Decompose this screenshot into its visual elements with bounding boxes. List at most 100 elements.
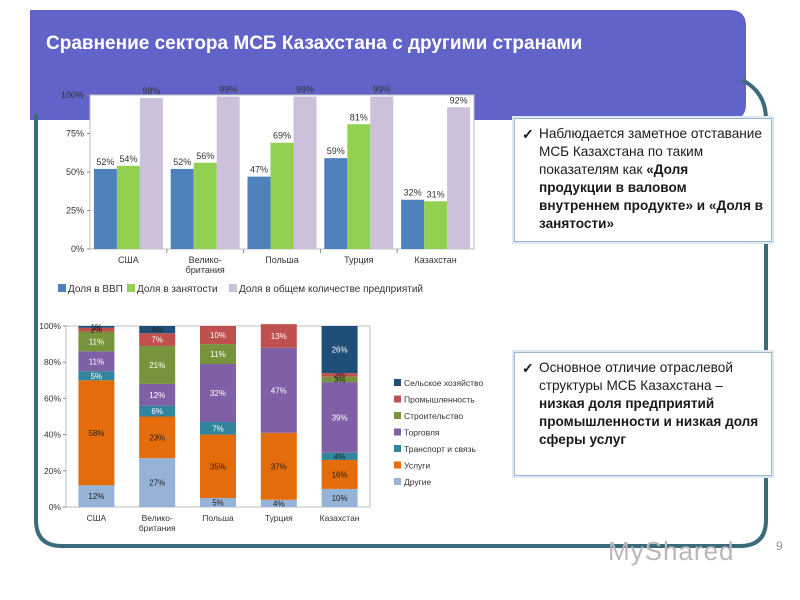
stack-segment [200,326,236,345]
stack-segment [139,458,176,507]
legend-swatch [394,461,401,469]
data-label: 11% [89,337,104,346]
legend-label: Доля в общем количестве предприятий [239,283,423,295]
data-label: 98% [142,86,160,96]
stack-segment [78,326,115,328]
y-tick-label: 25% [66,206,84,216]
data-label: 52% [173,157,191,167]
bar [116,165,140,249]
check-icon: ✓ [522,126,534,142]
data-label: 4% [151,326,163,335]
y-tick-label: 100% [39,321,61,331]
legend-label: Доля в ВВП [68,284,123,295]
data-label: 4% [334,452,346,461]
bar [247,176,271,249]
data-label: 12% [88,492,104,501]
stack-segment [260,347,297,433]
data-label: 12% [149,391,165,400]
legend-swatch [394,395,401,403]
stack-segment [321,452,358,460]
stack-segment [321,459,358,489]
bar [93,168,117,249]
bar [270,142,294,249]
stack-segment [321,376,358,383]
x-tick-label: США [118,255,139,265]
data-label: 23% [149,433,165,442]
x-tick-label: Турция [344,255,374,265]
note-box-2: ✓ Основное отличие отраслевой структуры … [514,352,772,476]
legend-label: Услуги [404,461,430,471]
data-label: 2% [91,326,103,335]
bar [293,96,317,249]
data-label: 69% [273,131,291,141]
data-label: 54% [119,154,137,164]
data-label: 21% [149,361,165,370]
legend-swatch [394,445,401,452]
data-label: 56% [196,151,214,161]
note-1-bold: «Доля продукции в валовом внутреннем про… [539,162,764,231]
stack-segment [139,345,176,384]
stack-segment [200,421,236,435]
data-label: 6% [151,407,163,416]
data-label: 16% [332,470,348,479]
legend-label: Торговля [404,428,440,438]
stack-segment [139,416,176,459]
data-label: 31% [427,189,445,199]
stack-segment [78,331,115,352]
data-label: 4% [273,499,285,508]
slide-title: Сравнение сектора МСБ Казахстана с други… [46,33,583,54]
x-tick-label: Казахстан [320,513,360,523]
legend-label: Транспорт и связь [404,444,477,454]
data-label: 52% [96,157,114,167]
note-2-text: Основное отличие отраслевой структуры МС… [539,360,733,393]
data-label: 92% [450,95,468,105]
y-tick-label: 50% [66,167,84,177]
bar [447,107,471,249]
y-tick-label: 40% [44,430,61,440]
stack-segment [260,432,297,500]
data-label: 7% [212,424,224,433]
bar [401,199,425,249]
stack-segment [78,380,115,486]
legend-swatch [394,412,401,419]
x-tick-label: Польша [202,513,234,523]
stack-segment [200,344,236,365]
legend-label: Доля в занятости [137,284,218,295]
stack-segment [200,497,236,507]
data-label: 39% [332,413,348,422]
stack-segment [200,434,236,498]
data-label: 26% [332,346,348,355]
y-tick-label: 80% [44,357,61,367]
stack-segment [139,333,176,346]
legend-label: Промышленность [404,395,475,405]
data-label: 10% [332,494,348,503]
x-tick-label: Турция [265,513,293,523]
watermark-logo: MyShared [608,536,735,566]
data-label: 58% [88,429,104,438]
data-label: 99% [373,85,391,95]
data-label: 99% [219,85,237,95]
data-label: 11% [210,350,225,359]
legend-swatch [127,284,135,292]
stack-segment [321,382,358,453]
x-tick-label: США [87,513,107,523]
stack-segment [139,326,176,334]
data-label: 27% [149,479,165,488]
stack-segment [78,371,115,381]
frame-border [34,78,768,548]
bar [324,158,348,249]
data-label: 47% [250,165,268,175]
data-label: 5% [91,372,103,381]
y-tick-label: 0% [49,502,62,512]
stack-segment [78,485,115,507]
y-tick-label: 75% [66,129,84,139]
legend-swatch [394,379,401,386]
bar [424,201,448,249]
stack-segment [321,326,358,374]
stack-segment [260,499,297,507]
note-1-text: Наблюдается заметное отставание МСБ Каза… [539,126,762,177]
data-label: 5% [212,498,224,507]
data-label: 37% [271,462,287,471]
